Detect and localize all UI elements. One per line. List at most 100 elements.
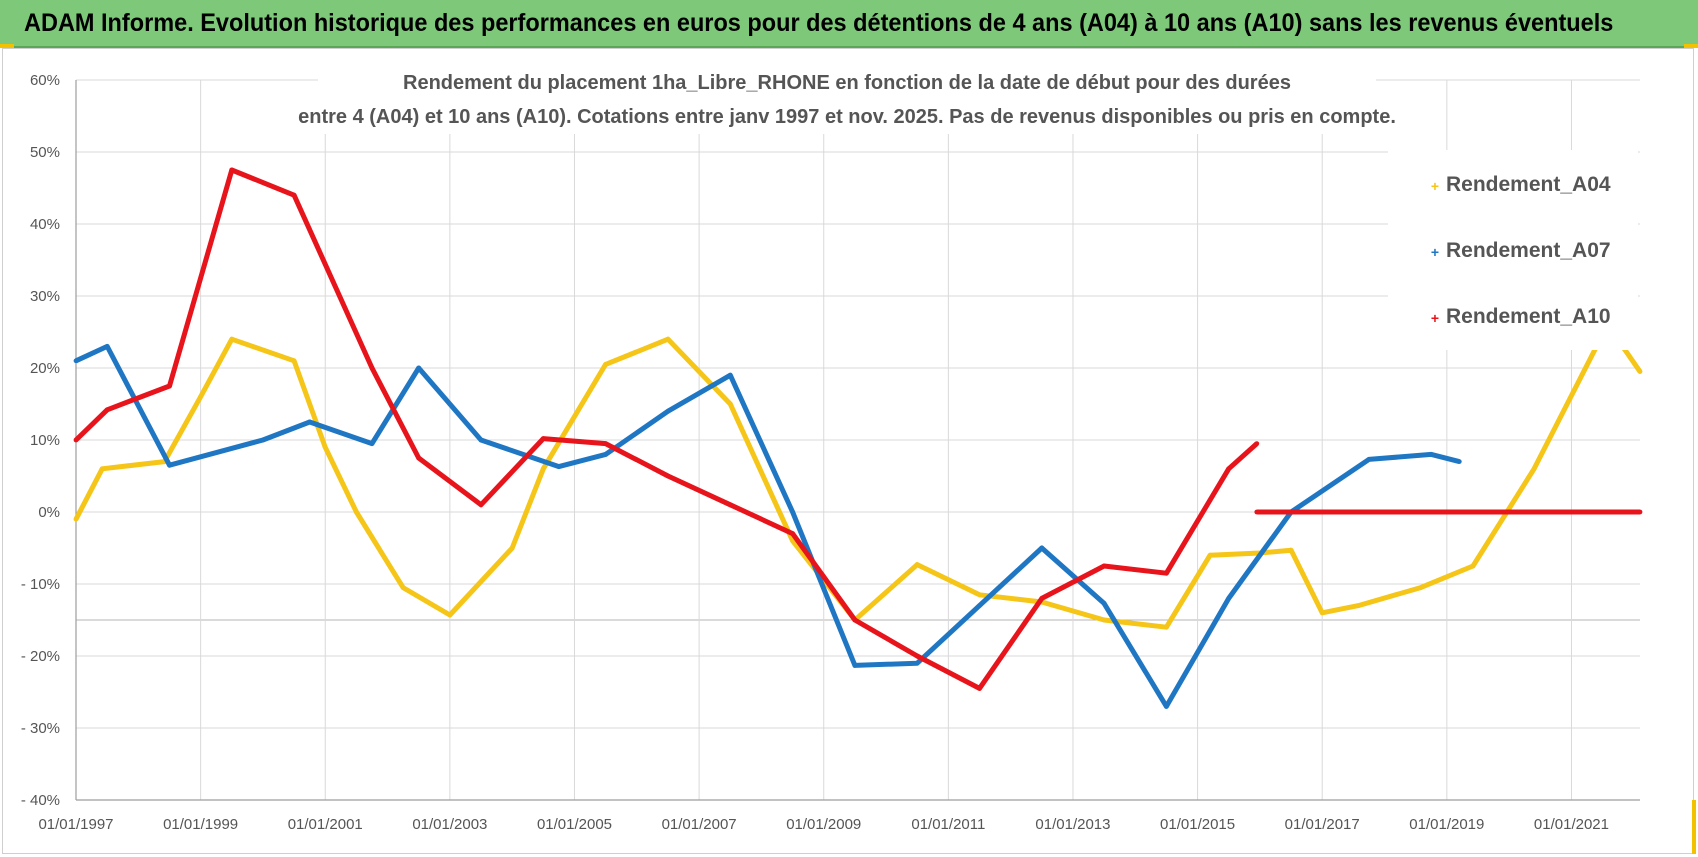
series-line-rendement-a04	[73, 322, 1643, 630]
grid-lines	[75, 79, 1640, 801]
y-tick-label: 0%	[38, 504, 60, 521]
data-point-rendement-a04	[1418, 585, 1424, 590]
data-point-rendement-a10	[73, 437, 79, 443]
data-point-rendement-a04	[229, 336, 235, 342]
data-point-rendement-a04	[73, 516, 79, 522]
corner-accent-top-left	[0, 44, 14, 48]
data-point-rendement-a04	[1531, 466, 1537, 472]
data-point-rendement-a04	[914, 562, 920, 567]
data-point-rendement-a04	[1356, 603, 1361, 608]
data-point-rendement-a07	[1456, 459, 1462, 464]
data-point-rendement-a04	[1288, 547, 1294, 553]
x-tick-label: 01/01/1997	[38, 816, 113, 833]
data-point-rendement-a04	[354, 509, 359, 515]
data-point-rendement-a07	[665, 408, 671, 414]
data-point-rendement-a10	[167, 383, 172, 389]
y-tick-label: 60%	[30, 72, 60, 89]
data-point-rendement-a10	[1101, 563, 1107, 569]
data-point-rendement-a10	[1254, 441, 1260, 446]
data-point-rendement-a07	[1226, 596, 1232, 601]
data-point-rendement-a04	[727, 401, 733, 407]
data-point-rendement-a10	[229, 167, 235, 173]
data-point-rendement-a04	[1637, 369, 1643, 374]
data-point-rendement-a07	[307, 419, 313, 425]
data-point-rendement-a10	[603, 441, 608, 446]
data-point-rendement-a10	[478, 502, 484, 508]
data-point-rendement-a10	[727, 502, 733, 508]
chart-frame	[2, 48, 1694, 854]
data-point-rendement-a04	[1470, 563, 1476, 569]
x-tick-label: 01/01/2011	[911, 816, 985, 833]
data-point-rendement-a04	[665, 336, 671, 342]
data-point-rendement-a04	[1164, 624, 1169, 630]
data-point-rendement-a04	[1207, 552, 1213, 558]
x-tick-label: 01/01/2021	[1534, 816, 1609, 833]
legend-label-a04: Rendement_A04	[1446, 173, 1611, 196]
data-point-rendement-a07	[73, 358, 79, 364]
data-point-rendement-a04	[1319, 610, 1325, 616]
data-point-rendement-a07	[167, 462, 172, 468]
data-point-rendement-a10	[291, 192, 297, 198]
y-tick-label: 50%	[30, 144, 60, 161]
data-point-rendement-a10	[977, 686, 982, 691]
data-point-rendement-a04	[400, 585, 406, 590]
data-point-rendement-a04	[322, 444, 328, 450]
y-tick-label: - 10%	[21, 576, 60, 593]
x-tick-label: 01/01/2017	[1285, 816, 1360, 833]
data-point-rendement-a10	[104, 407, 110, 413]
x-tick-label: 01/01/2013	[1035, 816, 1110, 833]
data-point-rendement-a07	[727, 372, 733, 378]
data-point-rendement-a07	[478, 437, 484, 443]
data-point-rendement-a07	[260, 437, 266, 443]
y-tick-label: 30%	[30, 288, 60, 305]
axis-labels: 60% 50% 40% 30% 20% 10% 0% - 10% - 20% - 30% - 40%…	[21, 72, 1609, 833]
y-tick-label: 10%	[30, 432, 60, 449]
title-background	[318, 64, 1376, 134]
x-tick-label: 01/01/2003	[412, 816, 487, 833]
legend-label-a10: Rendement_A10	[1446, 305, 1611, 328]
corner-accent-bottom-right	[1692, 800, 1696, 854]
data-point-rendement-a04	[977, 592, 982, 598]
data-point-rendement-a04	[99, 466, 105, 472]
data-point-rendement-a10	[540, 436, 546, 441]
legend: + Rendement_A04 + Rendement_A07 + Rendem…	[1388, 150, 1638, 350]
data-point-rendement-a10	[665, 473, 671, 479]
data-point-rendement-a07	[416, 365, 422, 371]
data-point-rendement-a10	[1039, 596, 1045, 601]
x-tick-label: 01/01/2007	[662, 816, 737, 833]
data-point-rendement-a07	[977, 603, 982, 608]
data-point-rendement-a10	[790, 531, 795, 536]
data-point-rendement-a07	[369, 441, 375, 446]
x-tick-label: 01/01/1999	[163, 816, 238, 833]
legend-marker-a10: +	[1431, 310, 1439, 326]
x-tick-label: 01/01/2005	[537, 816, 612, 833]
y-tick-label: - 30%	[21, 720, 60, 737]
data-point-rendement-a07	[914, 660, 920, 666]
y-tick-label: 20%	[30, 360, 60, 377]
data-point-rendement-a10	[1226, 466, 1232, 472]
data-point-rendement-a07	[852, 663, 858, 668]
data-point-rendement-a10	[1254, 509, 1260, 515]
data-point-rendement-a04	[509, 545, 515, 551]
header-bar: ADAM Informe. Evolution historique des p…	[0, 0, 1698, 48]
data-point-rendement-a07	[1164, 704, 1169, 709]
legend-marker-a07: +	[1431, 244, 1439, 260]
data-point-rendement-a04	[198, 394, 204, 400]
y-tick-label: 40%	[30, 216, 60, 233]
page-title: ADAM Informe. Evolution historique des p…	[24, 9, 1614, 37]
corner-accent-top-right	[1684, 44, 1698, 48]
data-point-rendement-a10	[852, 617, 858, 623]
data-point-rendement-a07	[556, 464, 562, 469]
data-point-rendement-a04	[447, 612, 453, 618]
y-tick-label: - 20%	[21, 648, 60, 665]
chart-title-line-2: entre 4 (A04) et 10 ans (A10). Cotations…	[298, 106, 1396, 128]
data-point-rendement-a10	[1637, 509, 1643, 515]
data-point-rendement-a10	[369, 365, 375, 371]
data-point-rendement-a04	[790, 538, 795, 544]
data-point-rendement-a10	[1164, 570, 1169, 576]
data-point-rendement-a10	[914, 653, 920, 659]
series-group	[73, 167, 1643, 709]
x-tick-label: 01/01/2001	[288, 816, 363, 833]
data-point-rendement-a07	[1101, 601, 1107, 606]
